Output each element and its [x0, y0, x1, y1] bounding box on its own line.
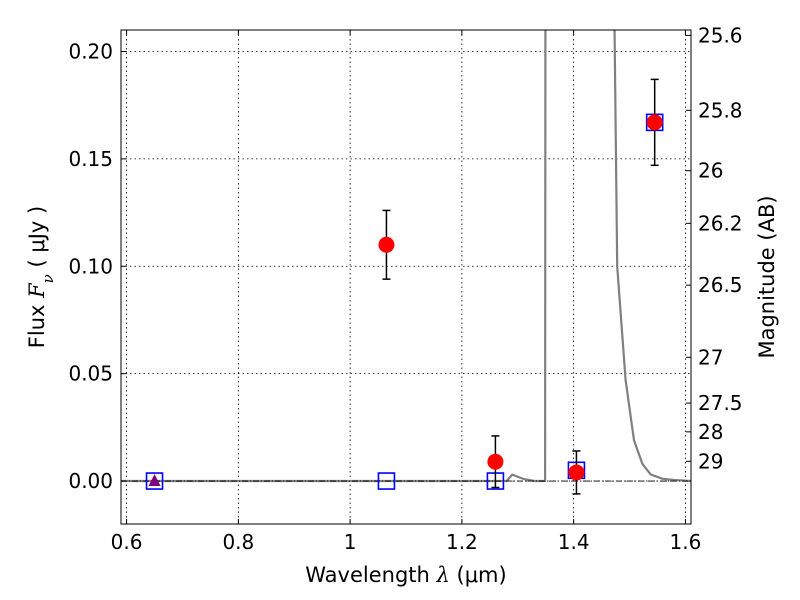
plot-frame: [120, 29, 692, 525]
y2-axis-label: Magnitude (AB): [755, 195, 779, 358]
y2-tick-label: 28: [698, 420, 723, 444]
y-axis-label-symbol: F: [25, 282, 49, 299]
y-axis-label-unit: ( μJy ): [25, 206, 49, 274]
measured-point: [568, 464, 585, 481]
y2-tick-label: 27: [698, 345, 723, 369]
y-tick-label: 0.00: [68, 469, 113, 493]
y2-tick-label: 26: [698, 159, 723, 183]
y-tick-label: 0.20: [68, 39, 113, 63]
grid: [121, 30, 691, 524]
y-axis-label-subscript: ν: [39, 274, 57, 283]
x-tick-label: 1.6: [670, 530, 702, 554]
x-axis-label-symbol: λ: [436, 563, 450, 587]
x-tick-label: 1.4: [558, 530, 590, 554]
y2-tick-label: 26.2: [698, 211, 743, 235]
y2-tick-label: 25.8: [698, 98, 743, 122]
ticks: 0.6 0.8 1 1.2 1.4 1.6 0.00 0.05 0.10 0.15 0.20 25.6…: [68, 23, 742, 554]
y-tick-label: 0.10: [68, 254, 113, 278]
y2-tick-label: 25.6: [698, 23, 743, 47]
y-tick-label: 0.05: [68, 362, 113, 386]
y-tick-label: 0.15: [68, 147, 113, 171]
model-band-square: [145, 472, 164, 490]
measured-point: [646, 114, 663, 131]
model-spectrum-line: [121, 30, 691, 483]
x-axis-label-prefix: Wavelength: [305, 563, 436, 587]
x-tick-label: 1: [344, 530, 357, 554]
measured-point: [378, 236, 395, 253]
data-layer: [121, 30, 691, 495]
x-axis-label-unit: (μm): [450, 563, 507, 587]
x-tick-label: 0.6: [111, 530, 143, 554]
x-tick-label: 0.8: [222, 530, 254, 554]
y2-tick-label: 27.5: [698, 391, 743, 415]
y-axis-label-prefix: Flux: [25, 298, 49, 348]
measured-point: [487, 453, 504, 470]
model-band-square: [377, 472, 396, 490]
y2-tick-label: 26.5: [698, 273, 743, 297]
x-axis-label: Wavelength λ (μm): [305, 563, 506, 587]
y2-tick-label: 29: [698, 449, 723, 473]
upper-limit-triangle: [148, 474, 161, 487]
y-axis-label: Flux Fν ( μJy ): [25, 206, 57, 348]
x-tick-label: 1.2: [446, 530, 478, 554]
